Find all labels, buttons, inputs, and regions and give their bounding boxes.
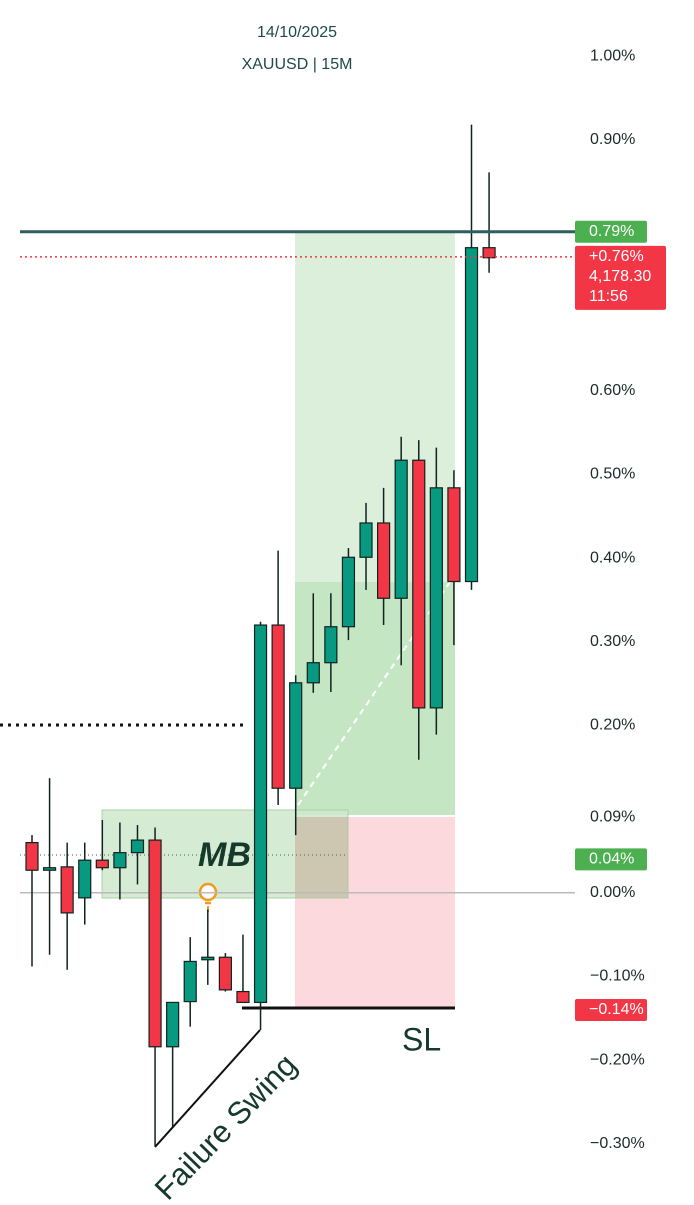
candle-body [166, 1001, 180, 1048]
candle-body [429, 487, 443, 709]
level-badge-text: 0.04% [589, 851, 634, 868]
level-badge-text: 0.79% [589, 223, 634, 240]
candle-body [78, 859, 92, 899]
swing-line [154, 1029, 261, 1148]
candle-body [289, 682, 303, 789]
mb-overlap [295, 817, 348, 898]
candle-body [394, 459, 408, 599]
y-tick-label: 0.00% [590, 884, 635, 901]
y-tick-label: 0.40% [590, 549, 635, 566]
y-tick-label: −0.30% [590, 1135, 645, 1152]
candle-body [253, 624, 268, 1004]
candle-body [324, 626, 338, 664]
level-badge [575, 848, 647, 871]
y-tick-label: 1.00% [590, 47, 635, 64]
candle-body [60, 866, 74, 914]
candle-body [130, 839, 145, 854]
level-badge-text: 11:56 [589, 288, 628, 305]
annotation-mb: MB [198, 836, 251, 874]
candle-body [412, 459, 426, 709]
y-tick-label: 0.20% [590, 717, 635, 734]
candle-body [183, 960, 197, 1003]
level-badge [575, 220, 647, 243]
annotation-sl: SL [402, 1021, 441, 1057]
candle-body [201, 956, 215, 961]
level-badge-text: 4,178.30 [589, 268, 651, 285]
date: 14/10/2025 [257, 24, 337, 41]
candle-body [482, 247, 496, 259]
candle-body [377, 522, 391, 599]
y-tick-label: 0.60% [590, 382, 635, 399]
y-tick-label: 0.30% [590, 633, 635, 650]
candle-body [236, 990, 250, 1004]
candle-body [447, 487, 461, 583]
candle-body [148, 839, 162, 1048]
level-badge [575, 245, 666, 310]
candle-body [95, 859, 109, 869]
level-badge-text: +0.76% [589, 248, 644, 265]
candle-body [341, 556, 356, 628]
candle-body [218, 956, 232, 991]
candle-body [464, 247, 479, 583]
y-tick-label: 0.09% [590, 809, 635, 826]
level-badge-text: −0.14% [589, 1001, 644, 1018]
y-tick-label: 0.50% [590, 466, 635, 483]
level-badge [575, 998, 647, 1021]
candle-body [25, 842, 39, 871]
candle-body [271, 624, 285, 789]
candle-body [306, 662, 320, 684]
lightbulb [198, 882, 218, 912]
chart-title: XAUUSD | 15M [242, 56, 353, 73]
candle-body [113, 852, 127, 869]
candle-body [42, 867, 57, 871]
y-tick-label: −0.20% [590, 1051, 645, 1068]
target-zone-filled [295, 582, 455, 815]
y-tick-label: 0.90% [590, 131, 635, 148]
annotation-failure-swing: Failure Swing [148, 1047, 304, 1200]
candle-body [359, 522, 373, 558]
y-tick-label: −0.10% [590, 968, 645, 985]
